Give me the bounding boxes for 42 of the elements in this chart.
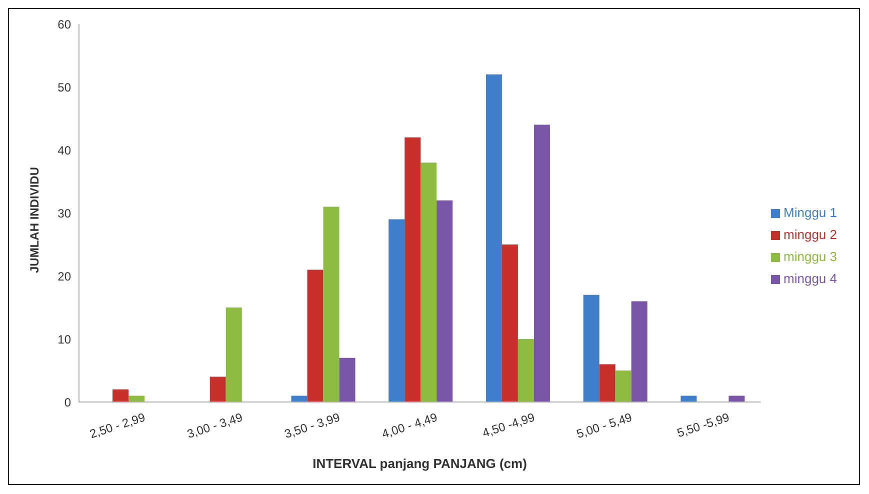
bar	[339, 358, 356, 402]
bar	[323, 206, 340, 402]
x-tick-label: 5,50 -5,99	[675, 410, 732, 440]
x-axis-title: INTERVAL panjang PANJANG (cm)	[312, 456, 527, 471]
bar	[128, 396, 145, 402]
bar	[615, 370, 632, 402]
legend-label: Minggu 1	[784, 204, 837, 220]
bar	[226, 308, 242, 402]
x-tick-label: 4,50 -4,99	[480, 410, 537, 440]
bar	[436, 200, 453, 402]
y-tick-label: 40	[58, 143, 72, 158]
y-tick-label: 20	[58, 269, 72, 284]
bar	[420, 162, 437, 402]
bar	[112, 389, 129, 402]
bar	[404, 137, 421, 402]
bar	[502, 244, 518, 402]
y-tick-label: 50	[58, 80, 72, 94]
y-tick-label: 0	[64, 395, 72, 410]
x-tick-label: 3,00 - 3,49	[185, 410, 245, 442]
bar	[599, 364, 616, 402]
x-tick-label: 2,50 - 2,99	[88, 410, 148, 442]
bar	[388, 219, 405, 402]
x-tick-label: 3,50 - 3,99	[282, 410, 342, 442]
bar	[534, 124, 550, 402]
y-axis-title: JUMLAH INDIVIDU	[27, 166, 42, 273]
bar	[486, 74, 502, 402]
bar	[631, 301, 648, 402]
bar	[210, 376, 226, 402]
bar	[518, 339, 534, 402]
x-tick-label: 5,00 - 5,49	[574, 410, 634, 442]
legend-label: minggu 3	[784, 248, 837, 264]
y-tick-label: 60	[58, 17, 72, 32]
bar	[291, 396, 308, 402]
legend-label: minggu 4	[784, 270, 837, 286]
bar	[583, 294, 600, 402]
bar	[680, 396, 697, 402]
x-tick-label: 4,00 - 4,49	[380, 410, 440, 442]
bar	[307, 270, 324, 402]
y-tick-label: 30	[58, 206, 72, 220]
bar	[728, 396, 745, 402]
legend-label: minggu 2	[784, 226, 837, 242]
y-tick-label: 10	[58, 332, 72, 346]
